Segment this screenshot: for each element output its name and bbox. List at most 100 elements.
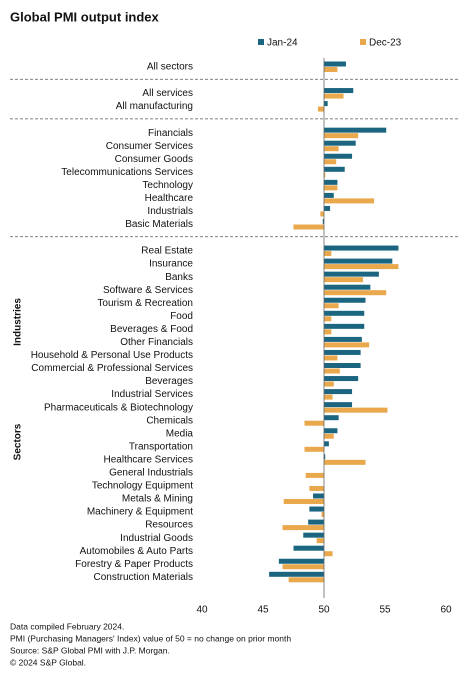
category-label: Household & Personal Use Products: [31, 350, 193, 361]
x-tick-label: 60: [440, 605, 452, 616]
bar: [317, 106, 324, 112]
bar: [324, 454, 326, 460]
category-label: Beverages: [145, 376, 193, 387]
bar: [304, 420, 324, 426]
bar: [283, 499, 324, 504]
bar: [282, 564, 324, 570]
bar: [313, 493, 324, 499]
bar: [324, 166, 345, 172]
bar: [324, 310, 365, 316]
bar: [316, 538, 324, 544]
bar: [324, 172, 326, 178]
category-label: Chemicals: [146, 415, 193, 426]
legend-label: Jan-24: [267, 38, 298, 49]
bar: [324, 376, 359, 382]
bar: [324, 93, 344, 99]
category-label: Consumer Services: [106, 141, 193, 152]
category-label: Automobiles & Auto Parts: [80, 546, 193, 557]
bar: [324, 329, 332, 335]
bar: [324, 297, 366, 303]
bar: [324, 61, 346, 67]
bar: [324, 153, 353, 159]
bar: [320, 211, 324, 217]
footnote: © 2024 S&P Global.: [10, 657, 86, 667]
bar: [304, 446, 324, 452]
bar: [324, 264, 399, 270]
bar: [324, 271, 379, 277]
bar: [303, 532, 324, 538]
category-label: All sectors: [147, 62, 193, 73]
bar: [324, 323, 365, 329]
bar: [324, 368, 340, 374]
category-label: Healthcare: [145, 193, 194, 204]
bar: [324, 363, 361, 368]
bar: [324, 316, 332, 322]
category-label: Tourism & Recreation: [97, 298, 193, 309]
category-label: Healthcare Services: [104, 454, 193, 465]
x-tick-label: 45: [257, 605, 269, 616]
category-label: Consumer Goods: [115, 154, 193, 165]
bar: [269, 571, 324, 577]
category-label: Food: [170, 311, 193, 322]
bar: [324, 140, 356, 146]
bar: [324, 349, 361, 355]
footnote: Source: S&P Global PMI with J.P. Morgan.: [10, 645, 170, 655]
category-label: Basic Materials: [125, 219, 193, 230]
category-label: Beverages & Food: [110, 324, 193, 335]
bar: [293, 224, 324, 230]
footnote: Data compiled February 2024.: [10, 621, 124, 631]
category-label: Other Financials: [120, 337, 193, 348]
bar: [324, 185, 338, 191]
bar: [324, 258, 393, 264]
category-label: Real Estate: [141, 246, 193, 257]
bar: [324, 205, 331, 211]
bar: [324, 284, 371, 290]
category-label: Insurance: [149, 259, 193, 270]
category-label: Industrials: [147, 206, 193, 217]
bar: [278, 558, 324, 564]
bar: [288, 577, 324, 583]
group-label: Industries: [13, 298, 24, 346]
category-label: Telecommunications Services: [61, 167, 193, 178]
bar: [324, 290, 387, 296]
x-tick-label: 55: [379, 605, 391, 616]
bar: [324, 381, 334, 387]
bar: [324, 277, 364, 283]
bar: [324, 394, 333, 400]
bar: [305, 472, 324, 478]
x-tick-label: 50: [318, 605, 330, 616]
bar: [309, 485, 324, 491]
bar: [324, 402, 353, 408]
bar: [309, 506, 324, 512]
bar: [324, 336, 362, 342]
x-tick-label: 40: [196, 605, 208, 616]
bar: [282, 525, 324, 531]
category-label: Forestry & Paper Products: [75, 559, 193, 570]
bar: [324, 551, 333, 557]
category-label: All services: [142, 88, 193, 99]
bar: [324, 355, 338, 361]
category-label: Metals & Mining: [122, 494, 193, 505]
bar: [293, 545, 324, 551]
bar: [324, 159, 337, 165]
category-label: Software & Services: [103, 285, 193, 296]
category-label: Resources: [145, 520, 193, 531]
legend-swatch: [258, 39, 264, 45]
bar: [324, 198, 375, 204]
bar: [308, 519, 324, 525]
category-label: Machinery & Equipment: [87, 507, 193, 518]
bar: [324, 303, 339, 309]
bar: [324, 459, 366, 465]
category-label: Financials: [148, 128, 193, 139]
bar: [324, 441, 329, 447]
group-label: Sectors: [13, 423, 24, 460]
bar: [324, 389, 353, 395]
category-label: Industrial Goods: [120, 533, 193, 544]
bar: [324, 127, 387, 133]
bar: [324, 192, 334, 198]
bar: [324, 433, 334, 439]
bar: [324, 415, 339, 421]
category-label: All manufacturing: [116, 101, 193, 112]
category-label: Media: [166, 428, 194, 439]
